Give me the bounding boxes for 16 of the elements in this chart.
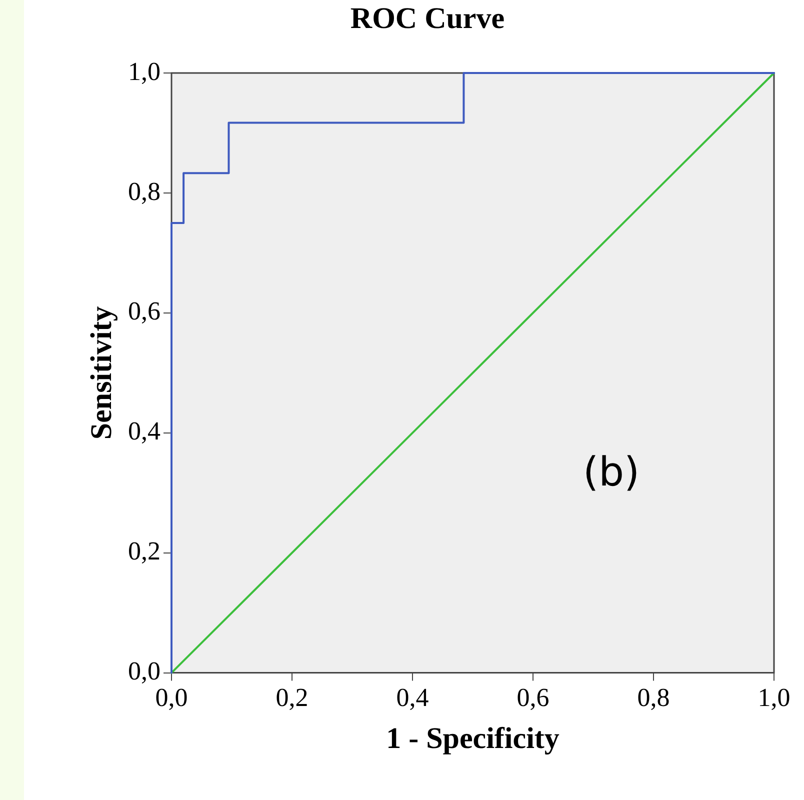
y-tick-label: 0,0 <box>128 656 160 686</box>
chart-title: ROC Curve <box>350 2 505 35</box>
x-tick-label: 0,4 <box>396 683 429 712</box>
y-tick-label: 0,4 <box>128 416 160 446</box>
x-tick-label: 0,8 <box>637 683 670 712</box>
x-tick-label: 0,0 <box>155 683 188 712</box>
y-tick-label: 0,2 <box>128 536 160 566</box>
x-tick-label: 0,2 <box>276 683 308 712</box>
annotation: (b) <box>583 449 640 496</box>
y-tick-label: 0,6 <box>128 296 160 326</box>
x-axis-title: 1 - Specificity <box>386 722 560 755</box>
x-tick-label: 0,6 <box>516 683 550 712</box>
y-tick-label: 1,0 <box>128 56 160 86</box>
y-tick-label: 0,8 <box>128 176 160 206</box>
y-axis-title: Sensitivity <box>84 306 118 440</box>
x-tick-label: 1,0 <box>758 683 790 712</box>
